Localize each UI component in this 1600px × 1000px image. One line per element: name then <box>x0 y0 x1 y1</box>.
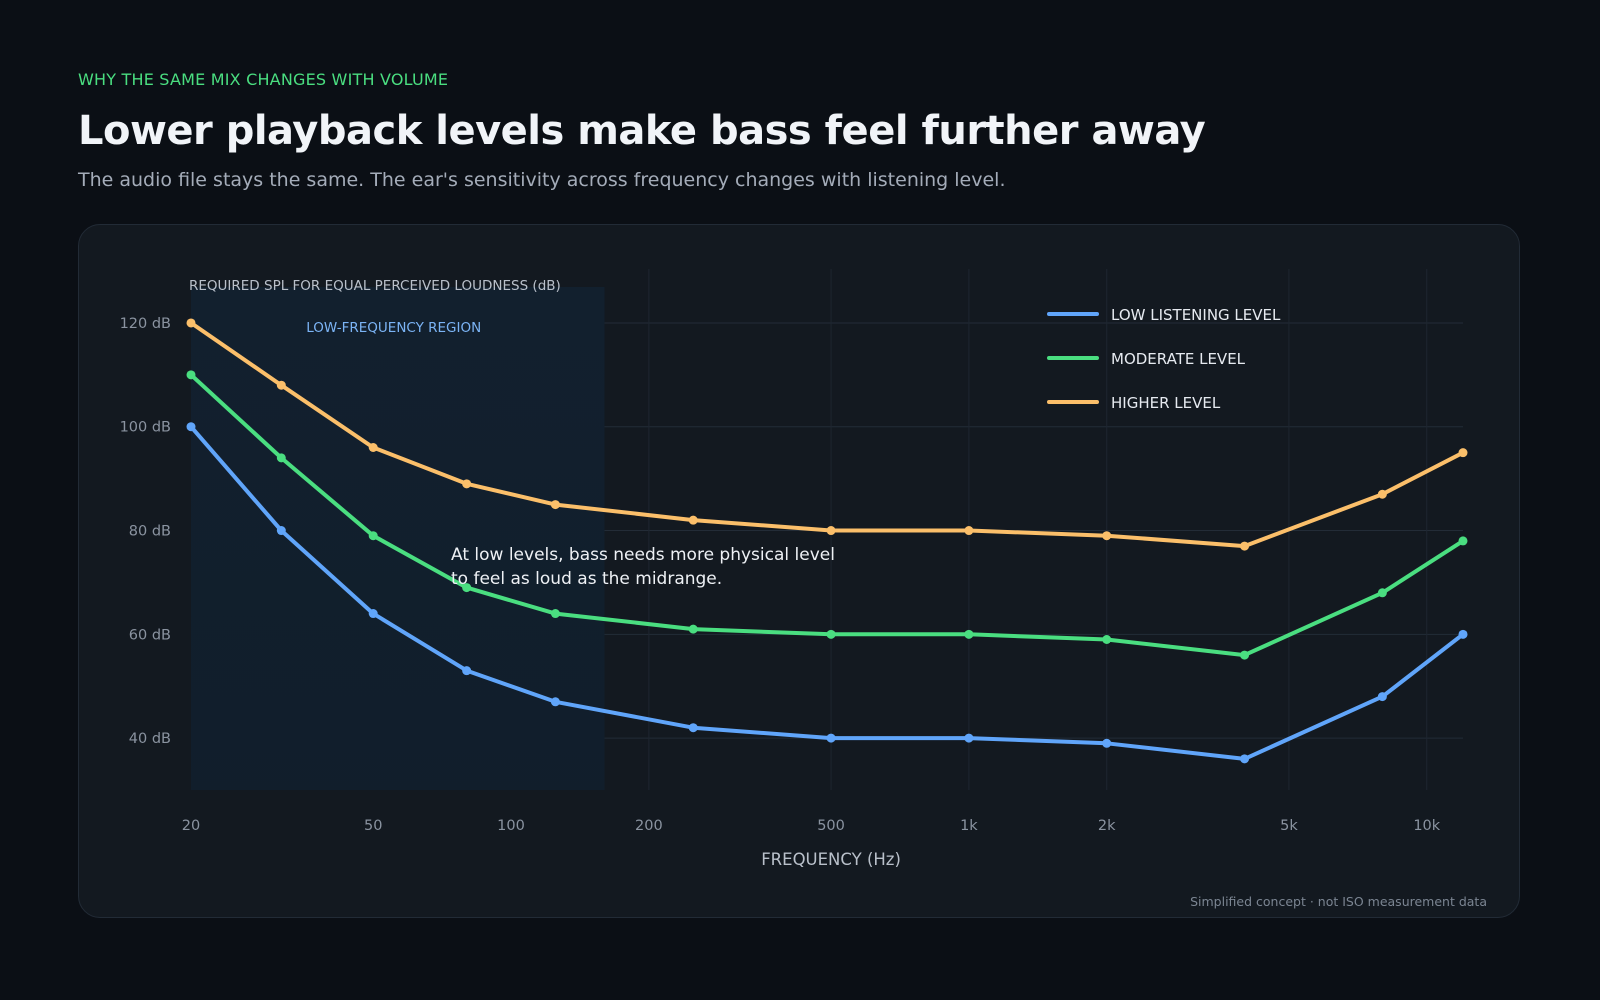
data-point <box>1102 635 1112 645</box>
annotation-line: At low levels, bass needs more physical … <box>451 545 835 565</box>
data-point <box>550 500 560 510</box>
data-point <box>368 609 378 619</box>
data-point <box>462 479 472 489</box>
data-point <box>688 515 698 525</box>
x-tick-label: 500 <box>817 818 845 834</box>
x-tick-label: 10k <box>1413 818 1440 834</box>
data-point <box>186 370 196 380</box>
x-tick-label: 50 <box>364 818 382 834</box>
legend-label: MODERATE LEVEL <box>1111 350 1246 368</box>
chart-footnote: Simplified concept · not ISO measurement… <box>1190 894 1487 909</box>
data-point <box>826 733 836 743</box>
series-line-0 <box>189 424 1465 761</box>
x-tick-label: 2k <box>1098 818 1116 834</box>
data-point <box>550 697 560 707</box>
loudness-chart: LOW-FREQUENCY REGION 120 dB 100 dB 80 dB 60… <box>120 269 1468 869</box>
data-point <box>964 733 974 743</box>
annotation-line: to feel as loud as the midrange. <box>451 569 722 589</box>
legend-label: HIGHER LEVEL <box>1111 394 1221 412</box>
y-axis-title: REQUIRED SPL FOR EQUAL PERCEIVED LOUDNES… <box>189 278 561 294</box>
x-axis-title: FREQUENCY (Hz) <box>761 850 901 869</box>
series-line-2 <box>189 320 1465 549</box>
data-point <box>688 624 698 634</box>
eyebrow: WHY THE SAME MIX CHANGES WITH VOLUME <box>78 70 449 89</box>
data-point <box>1377 692 1387 702</box>
data-point <box>1102 531 1112 541</box>
y-tick-label: 120 dB <box>120 316 171 332</box>
y-tick-label: 60 dB <box>129 627 171 643</box>
data-point <box>550 609 560 619</box>
data-point <box>462 583 472 593</box>
data-point <box>186 318 196 328</box>
data-point <box>276 380 286 390</box>
data-point <box>1240 541 1250 551</box>
x-tick-label: 200 <box>635 818 663 834</box>
data-point <box>1240 650 1250 660</box>
y-tick-label: 80 dB <box>129 524 171 540</box>
page-subtitle: The audio file stays the same. The ear's… <box>78 169 1006 191</box>
data-point <box>1458 448 1468 458</box>
x-tick-label: 5k <box>1280 818 1298 834</box>
x-tick-label: 1k <box>960 818 978 834</box>
data-point <box>1458 629 1468 639</box>
data-point <box>1377 588 1387 598</box>
data-point <box>368 442 378 452</box>
data-point <box>964 629 974 639</box>
region-label: LOW-FREQUENCY REGION <box>306 320 481 336</box>
data-point <box>186 422 196 432</box>
low-frequency-region <box>191 287 605 790</box>
series-line-1 <box>189 372 1465 658</box>
data-point <box>964 526 974 536</box>
data-point <box>368 531 378 541</box>
y-tick-label: 100 dB <box>120 420 171 436</box>
data-point <box>276 526 286 536</box>
legend-label: LOW LISTENING LEVEL <box>1111 306 1281 324</box>
x-tick-label: 20 <box>182 818 200 834</box>
x-tick-label: 100 <box>497 818 525 834</box>
page-title: Lower playback levels make bass feel fur… <box>78 108 1206 154</box>
y-tick-label: 40 dB <box>129 731 171 747</box>
data-point <box>1240 754 1250 764</box>
chart-card: LOW-FREQUENCY REGION 120 dB 100 dB 80 dB 60… <box>78 224 1520 918</box>
data-point <box>1377 489 1387 499</box>
data-point <box>462 666 472 676</box>
data-point <box>276 453 286 463</box>
data-point <box>826 526 836 536</box>
data-point <box>1102 738 1112 748</box>
data-point <box>1458 536 1468 546</box>
data-point <box>826 629 836 639</box>
data-point <box>688 723 698 733</box>
